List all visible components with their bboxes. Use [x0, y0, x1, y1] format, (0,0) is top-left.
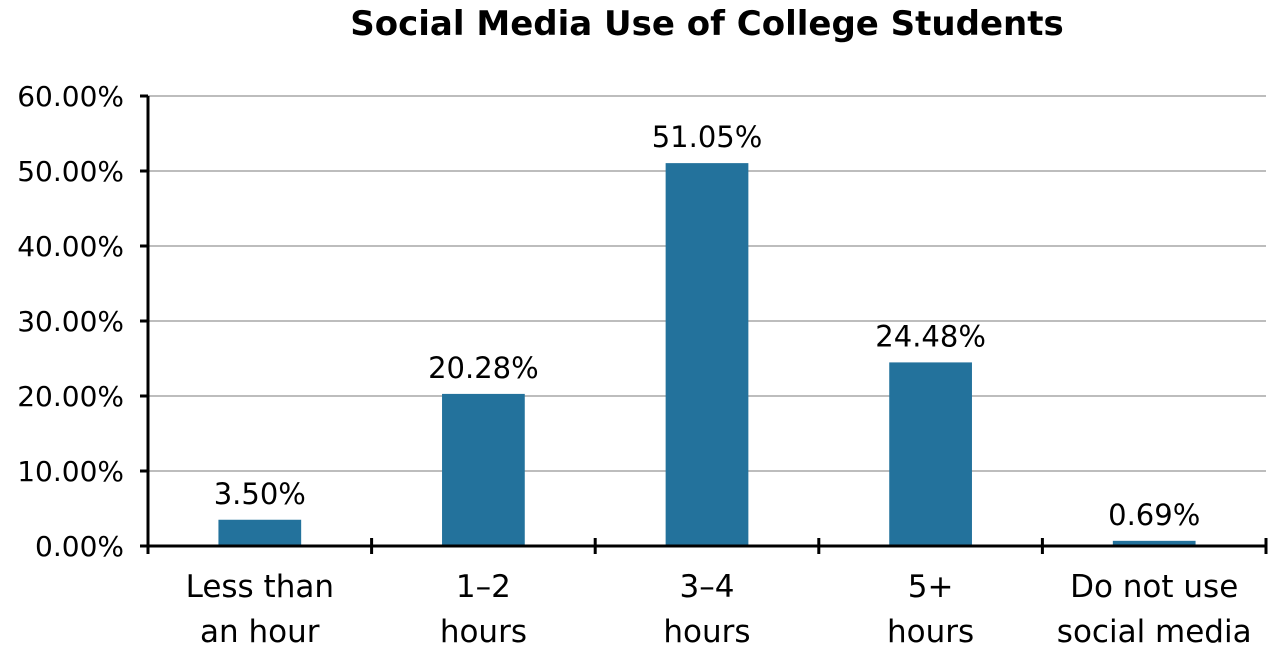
data-label: 20.28% [428, 351, 539, 385]
y-tick-label: 30.00% [17, 305, 124, 338]
bar [218, 519, 302, 546]
data-label: 24.48% [875, 319, 986, 353]
y-tick-label: 60.00% [17, 80, 124, 113]
bar [442, 393, 525, 546]
chart-title: Social Media Use of College Students [350, 4, 1063, 44]
bars [218, 163, 1196, 546]
axes [140, 94, 1268, 554]
data-label: 0.69% [1108, 498, 1200, 532]
y-tick-label: 10.00% [17, 455, 124, 488]
y-tick-label: 50.00% [17, 155, 124, 188]
y-tick-labels: 0.00% 10.00% 20.00% 30.00% 40.00% 50.00% 60.00… [17, 80, 124, 563]
data-labels: 3.50% 20.28% 51.05% 24.48% 0.69% [214, 120, 1201, 532]
y-tick-label: 0.00% [35, 530, 124, 563]
x-tick-label: Less than an hour [186, 569, 334, 650]
bar [1112, 540, 1196, 546]
bar [665, 163, 749, 546]
x-tick-label: 5+ hours [887, 569, 974, 650]
x-tick-label: 3–4 hours [663, 569, 750, 650]
x-tick-label: 1–2 hours [440, 569, 527, 650]
y-tick-label: 40.00% [17, 230, 124, 263]
data-label: 3.50% [214, 477, 306, 511]
x-tick-labels: Less than an hour 1–2 hours 3–4 hours 5+ hours D… [186, 569, 1252, 650]
x-tick-label: Do not use social media [1057, 569, 1252, 650]
data-label: 51.05% [652, 120, 763, 154]
y-tick-label: 20.00% [17, 380, 124, 413]
bar [889, 362, 972, 546]
